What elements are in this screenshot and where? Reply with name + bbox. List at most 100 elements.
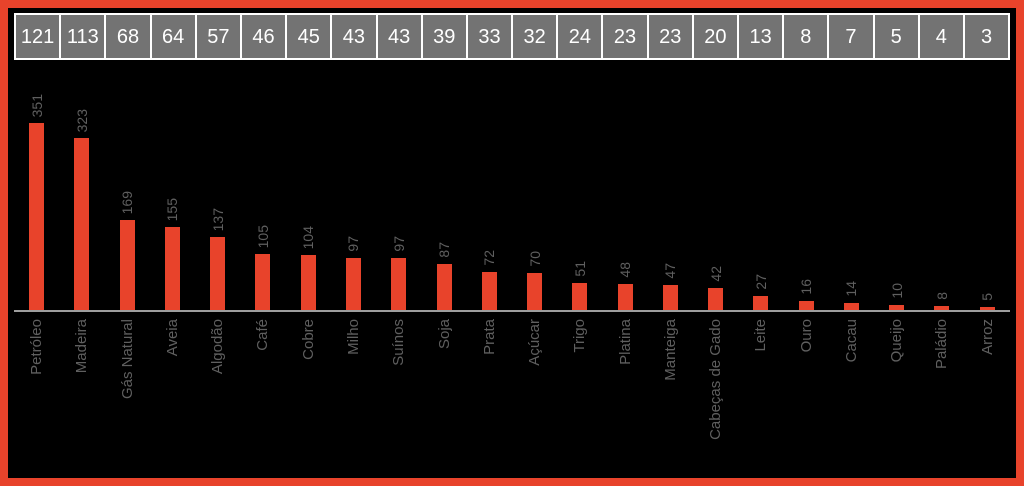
bar	[753, 296, 769, 310]
category-column: Gás Natural	[105, 312, 150, 476]
bar-column: 87	[421, 242, 466, 310]
category-column: Queijo	[874, 312, 919, 476]
category-column: Trigo	[557, 312, 602, 476]
bar	[889, 305, 905, 310]
category-label: Cacau	[842, 319, 860, 363]
category-column: Café	[240, 312, 285, 476]
bar-column: 105	[240, 225, 285, 310]
bar	[708, 288, 724, 310]
header-value-strip: 121 113 68 64 57 46 45 43 43 39 33 32 24 23 23 20 13 8 7 5 4…	[14, 13, 1010, 60]
header-value-cell: 13	[739, 15, 783, 58]
category-label: Ouro	[797, 319, 815, 353]
bar-column: 47	[648, 263, 693, 310]
bar	[798, 301, 814, 310]
x-axis-line	[14, 310, 1010, 312]
bar-column: 14	[829, 281, 874, 310]
category-label: Gás Natural	[118, 319, 136, 400]
category-column: Manteiga	[648, 312, 693, 476]
category-label: Café	[254, 319, 272, 351]
header-value-cell: 39	[422, 15, 466, 58]
category-column: Soja	[421, 312, 466, 476]
bar	[662, 285, 678, 310]
bar-column: 27	[738, 274, 783, 310]
category-column: Paládio	[919, 312, 964, 476]
bar-value-label: 48	[617, 262, 634, 278]
bar	[481, 272, 497, 310]
bar-value-label: 104	[300, 225, 317, 249]
bar-value-label: 105	[254, 224, 271, 248]
bar-column: 48	[602, 262, 647, 310]
bar-column: 323	[59, 109, 104, 310]
bar-value-label: 16	[798, 279, 815, 295]
bar-value-label: 97	[390, 236, 407, 252]
header-value-cell: 7	[829, 15, 873, 58]
category-column: Cobre	[286, 312, 331, 476]
header-value-cell: 23	[603, 15, 647, 58]
bar	[436, 264, 452, 310]
bar	[934, 306, 950, 310]
header-value-cell: 121	[16, 15, 60, 58]
category-column: Milho	[331, 312, 376, 476]
bar-value-label: 8	[933, 292, 950, 300]
category-label: Manteiga	[661, 319, 679, 381]
bar-column: 155	[150, 198, 195, 310]
bar-value-label: 51	[571, 261, 588, 277]
bar-column: 72	[467, 250, 512, 310]
header-value-cell: 32	[513, 15, 557, 58]
category-label: Madeira	[73, 319, 91, 374]
bar-column: 104	[286, 226, 331, 310]
header-value-cell: 4	[919, 15, 963, 58]
category-column: Cabeças de Gado	[693, 312, 738, 476]
category-label: Petróleo	[28, 319, 46, 375]
category-label: Paládio	[933, 319, 951, 370]
header-value-cell: 64	[151, 15, 195, 58]
bar-value-label: 14	[843, 281, 860, 297]
bar	[345, 258, 361, 310]
header-value-cell: 68	[106, 15, 150, 58]
header-value-cell: 5	[874, 15, 918, 58]
bar-value-label: 27	[752, 274, 769, 290]
category-column: Açúcar	[512, 312, 557, 476]
category-column: Madeira	[59, 312, 104, 476]
header-value-cell: 20	[693, 15, 737, 58]
bar-value-label: 137	[209, 207, 226, 231]
bar-column: 351	[14, 94, 59, 310]
bar	[29, 123, 45, 310]
category-column: Ouro	[784, 312, 829, 476]
bar	[391, 258, 407, 310]
category-column: Algodão	[195, 312, 240, 476]
header-value-cell: 46	[241, 15, 286, 58]
bar	[527, 273, 543, 310]
category-axis: Petróleo Madeira Gás Natural Aveia Algodão Ca…	[14, 312, 1010, 476]
bar-value-label: 323	[73, 108, 90, 132]
bar	[164, 227, 180, 310]
header-value-cell: 43	[377, 15, 421, 58]
bar-value-label: 155	[164, 197, 181, 221]
bar-column: 70	[512, 251, 557, 310]
category-column: Leite	[738, 312, 783, 476]
category-label: Queijo	[888, 319, 906, 363]
bar	[255, 254, 271, 310]
bar-column: 5	[965, 293, 1010, 310]
category-label: Cobre	[299, 319, 317, 360]
bar-value-label: 70	[526, 251, 543, 267]
bar-column: 42	[693, 266, 738, 310]
category-label: Trigo	[571, 319, 589, 353]
category-label: Cabeças de Gado	[707, 319, 725, 440]
header-value-cell: 24	[558, 15, 602, 58]
category-label: Aveia	[163, 319, 181, 357]
bar-column: 97	[331, 236, 376, 310]
bar	[74, 138, 90, 310]
bar-value-label: 10	[888, 283, 905, 299]
bar-chart: 351 323 169 155 137 105 104 97 97 87 72 70 51 48 47 42 2…	[14, 60, 1010, 476]
category-column: Petróleo	[14, 312, 59, 476]
bar-value-label: 72	[481, 250, 498, 266]
bar-column: 137	[195, 208, 240, 310]
bar	[617, 284, 633, 310]
header-value-cell: 23	[648, 15, 692, 58]
category-label: Suínos	[390, 319, 408, 366]
bar-value-label: 87	[436, 242, 453, 258]
category-column: Suínos	[376, 312, 421, 476]
bar-column: 8	[919, 292, 964, 310]
bar-value-label: 5	[979, 293, 996, 301]
